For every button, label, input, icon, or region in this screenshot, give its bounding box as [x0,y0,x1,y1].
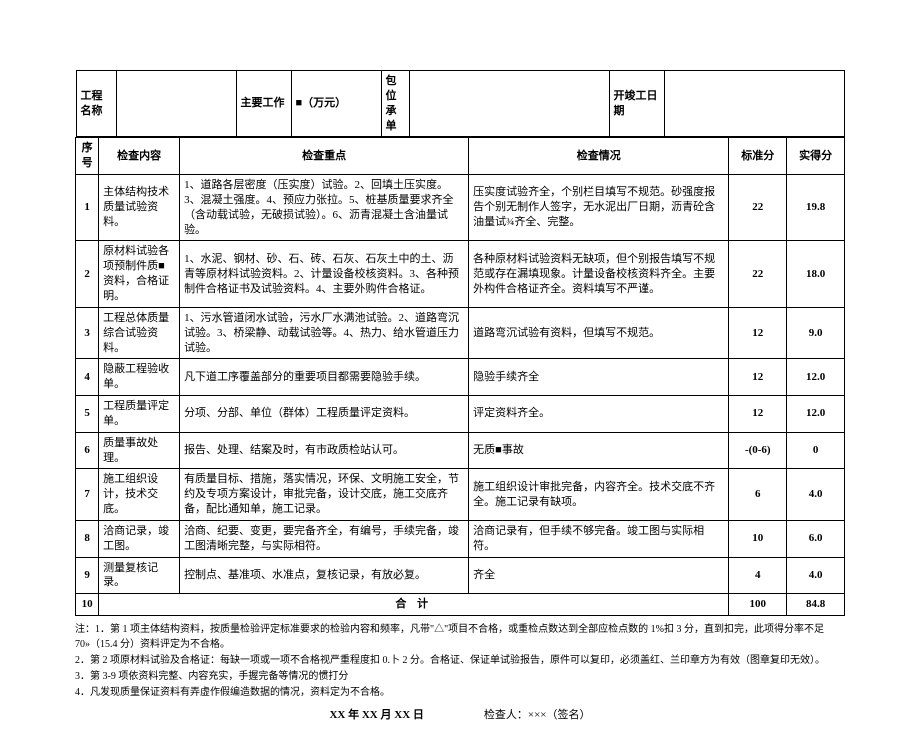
row-seq: 6 [76,432,99,469]
table-row: 1主体结构技术质量试验资料。1、道路各层密度（压实度）试验。2、回填土压实度。3… [76,175,845,241]
row-std: 22 [729,175,787,241]
table-row: 4隐蔽工程验收单。凡下道工序覆盖部分的重要项目都需要隐验手续。隐验手续齐全121… [76,359,845,396]
row-seq: 5 [76,396,99,433]
row-seq: 9 [76,557,99,594]
row-std: 22 [729,241,787,307]
inspection-table: 工程名称 主要工作 ■（万元） 包位承单 开竣工日期 序号 检查内容 检查重点 … [75,70,845,616]
table-row: 8洽商记录，竣工图。洽商、纪要、变更，要完备齐全，有编号，手续完备，竣工图清晰完… [76,520,845,557]
row-point: 有质量目标、措施，落实情况，环保、文明施工安全，节约及专项方案设计，审批完备，设… [180,469,469,521]
table-row: 7施工组织设计，技术交底。有质量目标、措施，落实情况，环保、文明施工安全，节约及… [76,469,845,521]
note-2: 2．第 2 项原材料试验及合格证：每缺一项或一项不合格视严重程度扣 0.卜 2 … [75,653,845,668]
unit-value [409,71,609,137]
row-act: 4.0 [787,557,845,594]
unit-label: 包位承单 [381,71,409,137]
note-3: 3．第 3-9 项依资料完整、内容充实，手握完备等情况的惯打分 [75,669,845,684]
row-act: 12.0 [787,396,845,433]
row-seq: 8 [76,520,99,557]
main-label: 主要工作 [236,71,291,137]
row-point: 1、水泥、钢材、砂、石、砖、石灰、石灰土中的土、沥青等原材料试验资料。2、计量设… [180,241,469,307]
row-act: 4.0 [787,469,845,521]
main-value: ■（万元） [291,71,381,137]
footer-date: XX 年 XX 月 XX 日 [329,706,423,722]
row-std: 12 [729,396,787,433]
start-value [664,71,844,137]
table-row: 3工程总体质量综合试验资料。1、污水管道闭水试验，污水厂水满池试验。2、道路弯沉… [76,307,845,359]
row-point: 凡下道工序覆盖部分的重要项目都需要隐验手续。 [180,359,469,396]
row-point: 分项、分部、单位（群体）工程质量评定资料。 [180,396,469,433]
row-point: 1、道路各层密度（压实度）试验。2、回填土压实度。3、混凝土强度。4、预应力张拉… [180,175,469,241]
row-std: -(0-6) [729,432,787,469]
row-point: 洽商、纪要、变更，要完备齐全，有编号，手续完备，竣工图清晰完整，与实际相符。 [180,520,469,557]
col-status: 检查情况 [469,138,729,175]
proj-label: 工程名称 [76,71,116,137]
col-item: 检查内容 [99,138,180,175]
start-label: 开竣工日期 [609,71,664,137]
row-act: 18.0 [787,241,845,307]
col-point: 检查重点 [180,138,469,175]
signature-line: XX 年 XX 月 XX 日 检查人：×××（签名） [75,706,845,722]
table-row: 2原材料试验各项预制件质■资料，合格证明。1、水泥、钢材、砂、石、砖、石灰、石灰… [76,241,845,307]
row-point: 控制点、基准项、水准点，复核记录，有放必复。 [180,557,469,594]
row-item: 隐蔽工程验收单。 [99,359,180,396]
row-act: 12.0 [787,359,845,396]
row-item: 洽商记录，竣工图。 [99,520,180,557]
total-seq: 10 [76,594,99,616]
row-item: 原材料试验各项预制件质■资料，合格证明。 [99,241,180,307]
table-row: 5工程质量评定单。分项、分部、单位（群体）工程质量评定资料。评定资料齐全。121… [76,396,845,433]
note-1: 注：1．第 1 项主体结构资料，按质量检验评定标准要求的检验内容和频率，凡带"△… [75,622,845,652]
row-status: 隐验手续齐全 [469,359,729,396]
row-status: 洽商记录有，但手续不够完备。竣工图与实际相符。 [469,520,729,557]
row-seq: 7 [76,469,99,521]
proj-value [116,71,236,137]
row-item: 工程质量评定单。 [99,396,180,433]
col-std: 标准分 [729,138,787,175]
row-seq: 4 [76,359,99,396]
row-item: 施工组织设计，技术交底。 [99,469,180,521]
total-std: 100 [729,594,787,616]
row-std: 6 [729,469,787,521]
note-4: 4．凡发现质量保证资料有弄虚作假编造数据的情况，资料定为不合格。 [75,685,845,700]
total-act: 84.8 [787,594,845,616]
row-act: 19.8 [787,175,845,241]
row-status: 各种原材料试验资料无缺项，但个别报告填写不规范或存在漏填现象。计量设备校核资料齐… [469,241,729,307]
row-status: 道路弯沉试验有资料，但填写不规范。 [469,307,729,359]
row-status: 评定资料齐全。 [469,396,729,433]
row-item: 测量复核记录。 [99,557,180,594]
col-seq: 序号 [76,138,99,175]
row-seq: 3 [76,307,99,359]
row-seq: 2 [76,241,99,307]
row-std: 4 [729,557,787,594]
row-std: 12 [729,307,787,359]
row-item: 主体结构技术质量试验资料。 [99,175,180,241]
row-act: 0 [787,432,845,469]
row-act: 6.0 [787,520,845,557]
row-std: 10 [729,520,787,557]
table-row: 6质量事故处理。报告、处理、结案及时，有市政质检站认可。无质■事故-(0-6)0 [76,432,845,469]
row-status: 压实度试验齐全，个别栏目填写不规范。砂强度报告个别无制作人签字，无水泥出厂日期，… [469,175,729,241]
row-status: 齐全 [469,557,729,594]
col-act: 实得分 [787,138,845,175]
row-std: 12 [729,359,787,396]
row-point: 报告、处理、结案及时，有市政质检站认可。 [180,432,469,469]
row-act: 9.0 [787,307,845,359]
row-item: 质量事故处理。 [99,432,180,469]
notes-block: 注：1．第 1 项主体结构资料，按质量检验评定标准要求的检验内容和频率，凡带"△… [75,622,845,700]
row-seq: 1 [76,175,99,241]
total-label: 合 计 [99,594,729,616]
row-item: 工程总体质量综合试验资料。 [99,307,180,359]
row-point: 1、污水管道闭水试验，污水厂水满池试验。2、道路弯沉试验。3、桥梁静、动载试验等… [180,307,469,359]
row-status: 施工组织设计审批完备，内容齐全。技术交底不齐全。施工记录有缺项。 [469,469,729,521]
row-status: 无质■事故 [469,432,729,469]
footer-inspector: 检查人：×××（签名） [484,706,591,722]
table-row: 9测量复核记录。控制点、基准项、水准点，复核记录，有放必复。齐全44.0 [76,557,845,594]
